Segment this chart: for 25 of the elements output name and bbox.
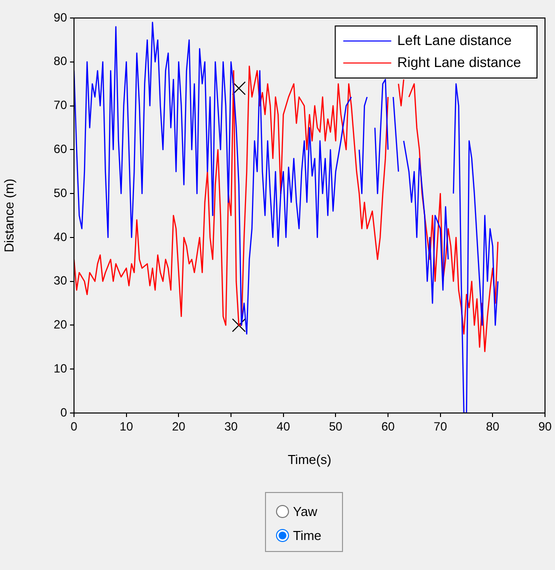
legend-label: Right Lane distance <box>397 54 522 70</box>
y-tick-label: 40 <box>54 230 68 244</box>
x-tick-label: 30 <box>224 420 238 434</box>
x-axis-title: Time(s) <box>288 452 332 467</box>
y-tick-label: 20 <box>54 318 68 332</box>
y-tick-label: 30 <box>54 274 68 288</box>
x-tick-label: 70 <box>434 420 448 434</box>
x-tick-label: 50 <box>328 420 343 434</box>
y-tick-label: 10 <box>54 361 68 376</box>
x-tick-label: 20 <box>172 420 186 434</box>
x-tick-label: 10 <box>120 420 134 434</box>
x-tick-label: 0 <box>70 420 78 434</box>
y-tick-label: 70 <box>54 98 68 112</box>
y-axis-title: Distance (m) <box>1 178 16 252</box>
y-tick-label: 80 <box>54 54 68 68</box>
x-tick-label: 60 <box>381 420 395 434</box>
legend-label: Left Lane distance <box>397 32 512 48</box>
radio-group: Yaw Time <box>265 492 343 552</box>
y-tick-label: 60 <box>54 142 68 156</box>
y-tick-label: 50 <box>54 186 68 200</box>
y-tick-label: 0 <box>60 405 68 420</box>
x-tick-label: 90 <box>538 420 552 434</box>
x-tick-label: 80 <box>486 420 500 434</box>
y-tick-label: 90 <box>54 10 68 24</box>
x-tick-label: 40 <box>276 420 290 434</box>
